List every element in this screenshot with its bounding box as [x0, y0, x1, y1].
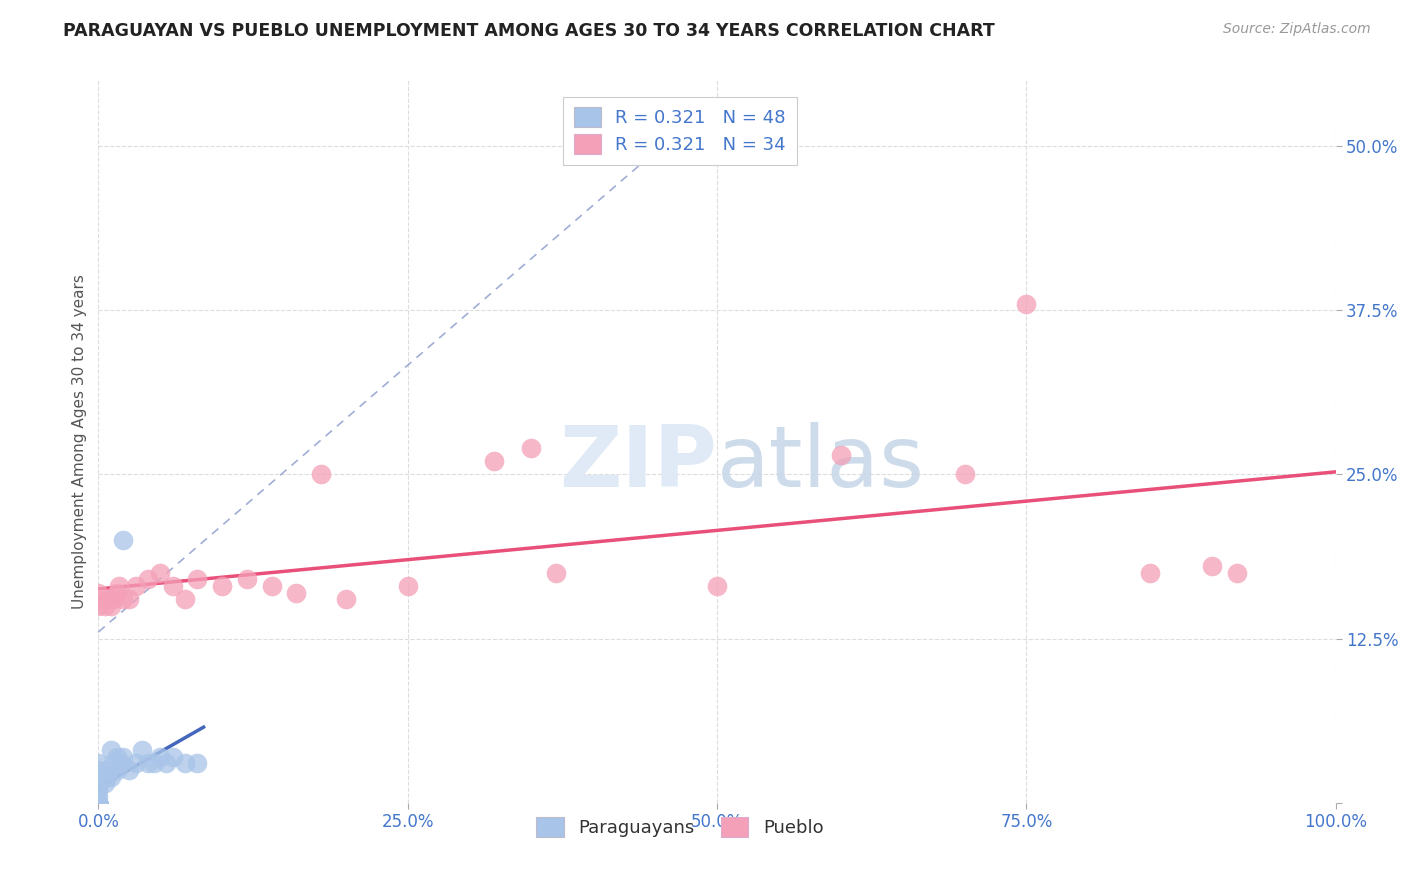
Point: [87, 796, 110, 810]
Point: [87, 789, 110, 804]
Point: [87, 592, 110, 607]
Point: [100, 743, 122, 757]
Point: [87, 796, 110, 810]
Point: [155, 756, 177, 771]
Point: [131, 743, 153, 757]
Point: [118, 592, 141, 607]
Point: [174, 756, 197, 771]
Point: [1139, 566, 1161, 580]
Point: [110, 756, 132, 771]
Text: atlas: atlas: [717, 422, 925, 505]
Point: [143, 756, 166, 771]
Point: [105, 763, 128, 777]
Point: [162, 579, 184, 593]
Text: Source: ZipAtlas.com: Source: ZipAtlas.com: [1223, 22, 1371, 37]
Legend: Paraguayans, Pueblo: Paraguayans, Pueblo: [529, 810, 831, 845]
Point: [211, 579, 233, 593]
Point: [87, 796, 110, 810]
Point: [87, 796, 110, 810]
Text: PARAGUAYAN VS PUEBLO UNEMPLOYMENT AMONG AGES 30 TO 34 YEARS CORRELATION CHART: PARAGUAYAN VS PUEBLO UNEMPLOYMENT AMONG …: [63, 22, 995, 40]
Point: [236, 573, 259, 587]
Point: [520, 441, 543, 455]
Point: [87, 796, 110, 810]
Y-axis label: Unemployment Among Ages 30 to 34 years: Unemployment Among Ages 30 to 34 years: [72, 274, 87, 609]
Point: [1226, 566, 1249, 580]
Point: [87, 796, 110, 810]
Point: [87, 796, 110, 810]
Point: [87, 796, 110, 810]
Point: [87, 796, 110, 810]
Point: [87, 585, 110, 599]
Point: [87, 763, 110, 777]
Point: [103, 756, 125, 771]
Point: [112, 533, 135, 547]
Text: ZIP: ZIP: [560, 422, 717, 505]
Point: [87, 796, 110, 810]
Point: [87, 796, 110, 810]
Point: [186, 756, 208, 771]
Point: [186, 573, 208, 587]
Point: [706, 579, 728, 593]
Point: [87, 796, 110, 810]
Point: [830, 448, 852, 462]
Point: [335, 592, 357, 607]
Point: [97, 763, 120, 777]
Point: [87, 756, 110, 771]
Point: [87, 796, 110, 810]
Point: [108, 579, 131, 593]
Point: [87, 780, 110, 794]
Point: [87, 599, 110, 613]
Point: [118, 763, 141, 777]
Point: [87, 796, 110, 810]
Point: [396, 579, 419, 593]
Point: [96, 770, 118, 784]
Point: [87, 770, 110, 784]
Point: [484, 454, 506, 468]
Point: [546, 566, 568, 580]
Point: [87, 796, 110, 810]
Point: [105, 585, 128, 599]
Point: [149, 749, 172, 764]
Point: [93, 599, 115, 613]
Point: [87, 796, 110, 810]
Point: [112, 592, 135, 607]
Point: [149, 566, 172, 580]
Point: [87, 796, 110, 810]
Point: [162, 749, 184, 764]
Point: [260, 579, 283, 593]
Point: [100, 599, 122, 613]
Point: [87, 796, 110, 810]
Point: [124, 579, 146, 593]
Point: [93, 776, 115, 790]
Point: [103, 592, 125, 607]
Point: [87, 796, 110, 810]
Point: [309, 467, 332, 482]
Point: [174, 592, 197, 607]
Point: [112, 749, 135, 764]
Point: [1201, 559, 1223, 574]
Point: [87, 776, 110, 790]
Point: [1015, 296, 1038, 310]
Point: [105, 749, 128, 764]
Point: [87, 796, 110, 810]
Point: [124, 756, 146, 771]
Point: [953, 467, 976, 482]
Point: [87, 782, 110, 797]
Point: [285, 585, 308, 599]
Point: [100, 770, 122, 784]
Point: [136, 573, 159, 587]
Point: [136, 756, 159, 771]
Point: [97, 592, 120, 607]
